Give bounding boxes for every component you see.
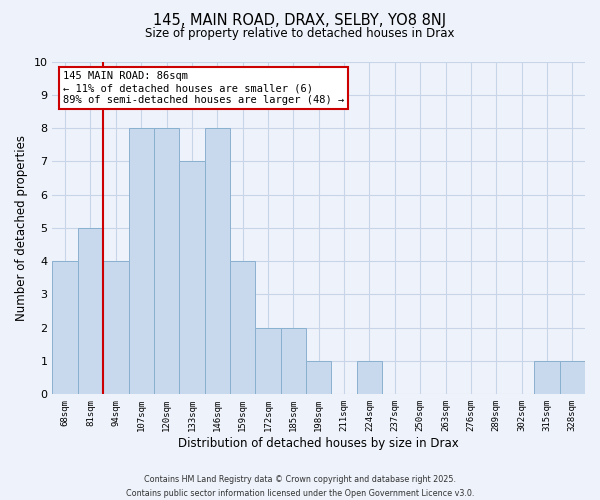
Bar: [205, 128, 230, 394]
Bar: [154, 128, 179, 394]
X-axis label: Distribution of detached houses by size in Drax: Distribution of detached houses by size …: [178, 437, 459, 450]
Bar: [281, 328, 306, 394]
Bar: [534, 361, 560, 394]
Text: 145 MAIN ROAD: 86sqm
← 11% of detached houses are smaller (6)
89% of semi-detach: 145 MAIN ROAD: 86sqm ← 11% of detached h…: [63, 72, 344, 104]
Bar: [179, 162, 205, 394]
Bar: [306, 361, 331, 394]
Bar: [78, 228, 103, 394]
Bar: [103, 261, 128, 394]
Text: Size of property relative to detached houses in Drax: Size of property relative to detached ho…: [145, 28, 455, 40]
Bar: [256, 328, 281, 394]
Bar: [230, 261, 256, 394]
Text: 145, MAIN ROAD, DRAX, SELBY, YO8 8NJ: 145, MAIN ROAD, DRAX, SELBY, YO8 8NJ: [154, 12, 446, 28]
Bar: [52, 261, 78, 394]
Bar: [357, 361, 382, 394]
Bar: [128, 128, 154, 394]
Y-axis label: Number of detached properties: Number of detached properties: [15, 135, 28, 321]
Text: Contains HM Land Registry data © Crown copyright and database right 2025.
Contai: Contains HM Land Registry data © Crown c…: [126, 476, 474, 498]
Bar: [560, 361, 585, 394]
